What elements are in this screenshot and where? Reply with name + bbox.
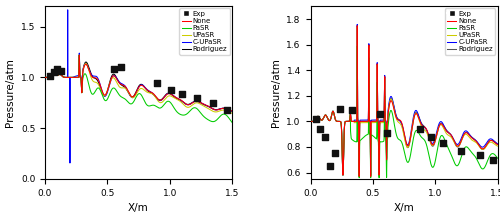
Point bbox=[223, 108, 231, 112]
Y-axis label: Pressure/atm: Pressure/atm bbox=[6, 58, 16, 127]
Point bbox=[57, 70, 65, 73]
X-axis label: X/m: X/m bbox=[128, 203, 149, 213]
Point bbox=[178, 92, 186, 95]
Point bbox=[312, 117, 320, 121]
Point bbox=[332, 152, 340, 155]
Point bbox=[167, 88, 175, 91]
Point bbox=[488, 158, 496, 161]
Point bbox=[322, 135, 330, 138]
Legend: Exp, None, PaSR, UPaSR, C-UPaSR, Rodriguez: Exp, None, PaSR, UPaSR, C-UPaSR, Rodrigu… bbox=[445, 9, 496, 55]
Point bbox=[110, 68, 118, 71]
Point bbox=[416, 127, 424, 131]
Point bbox=[336, 107, 344, 110]
Point bbox=[382, 131, 390, 135]
Legend: Exp, None, PaSR, UPaSR, C-UPaSR, Rodriguez: Exp, None, PaSR, UPaSR, C-UPaSR, Rodrigu… bbox=[180, 9, 230, 55]
Point bbox=[376, 112, 384, 115]
X-axis label: X/m: X/m bbox=[394, 203, 414, 213]
Point bbox=[326, 164, 334, 168]
Point bbox=[117, 66, 125, 69]
Point bbox=[210, 101, 218, 105]
Point bbox=[50, 71, 58, 74]
Point bbox=[54, 68, 62, 71]
Point bbox=[193, 96, 201, 99]
Point bbox=[476, 153, 484, 156]
Point bbox=[153, 81, 161, 84]
Point bbox=[428, 135, 436, 138]
Point bbox=[438, 141, 446, 145]
Point bbox=[316, 127, 324, 131]
Point bbox=[458, 149, 466, 153]
Point bbox=[348, 108, 356, 112]
Point bbox=[46, 75, 54, 78]
Y-axis label: Pressure/atm: Pressure/atm bbox=[271, 58, 281, 127]
